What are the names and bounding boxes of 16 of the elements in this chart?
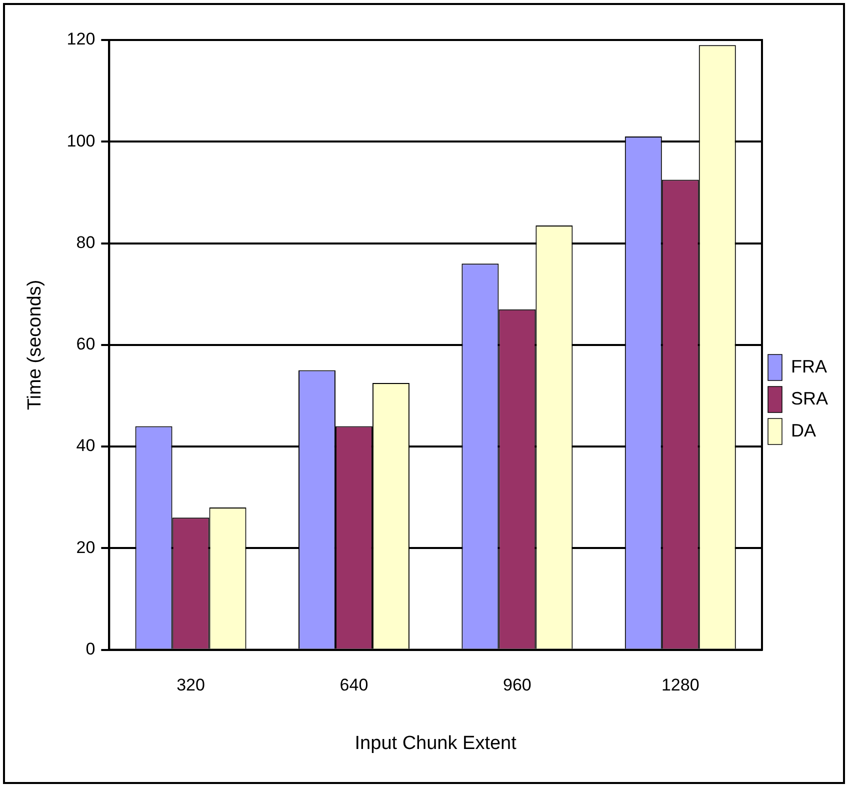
x-tick-label: 640 <box>340 676 368 695</box>
x-tick-label: 960 <box>502 676 532 695</box>
x-axis-title: Input Chunk Extent <box>354 732 518 754</box>
y-tick-label: 80 <box>76 232 96 252</box>
legend-label: FRA <box>790 356 827 376</box>
legend-label: DA <box>790 420 816 440</box>
x-tick-label: 320 <box>176 676 205 695</box>
y-axis-title: Time (seconds) <box>24 280 46 410</box>
y-tick-label: 100 <box>66 131 96 150</box>
y-tick-label: 120 <box>66 30 96 49</box>
y-tick-label: 0 <box>86 639 96 658</box>
y-tick-label: 40 <box>76 436 96 456</box>
y-tick-label: 20 <box>76 538 96 557</box>
y-tick-label: 60 <box>76 334 96 354</box>
legend-label: SRA <box>790 388 828 408</box>
x-tick-label: 1280 <box>661 676 700 695</box>
